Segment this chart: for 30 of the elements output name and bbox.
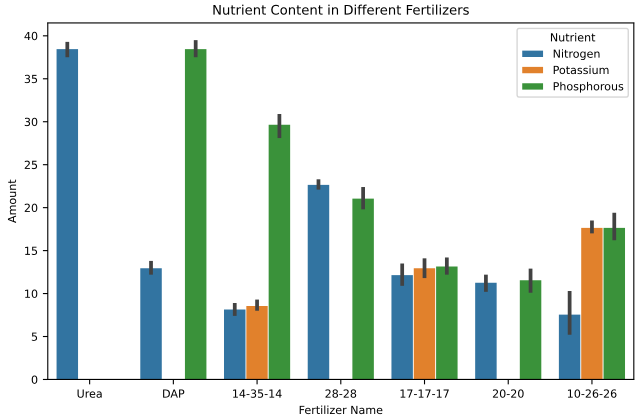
bar <box>56 48 79 380</box>
x-tick-label: 14-35-14 <box>233 389 282 398</box>
legend-label: Nitrogen <box>554 49 600 60</box>
x-tick-label: 17-17-17 <box>400 390 449 398</box>
x-tick-label: Urea <box>78 390 102 398</box>
y-tick-label: 40 <box>24 32 38 40</box>
y-tick-label: 35 <box>24 74 38 84</box>
legend-label: Phosphorous <box>554 82 624 93</box>
y-tick-label: 10 <box>25 290 38 298</box>
bar <box>474 282 498 380</box>
y-tick-label: 20 <box>24 204 38 212</box>
chart-title: Nutrient Content in Different Fertilizers <box>213 4 469 15</box>
y-tick-label: 30 <box>24 118 38 126</box>
x-axis-title: Fertilizer Name <box>300 406 382 414</box>
y-tick-label: 5 <box>32 332 38 341</box>
y-tick-label: 15 <box>25 246 38 255</box>
y-axis-title: Amount <box>8 180 16 223</box>
x-tick-label: 10-26-26 <box>568 389 616 398</box>
y-tick-label: 25 <box>24 160 38 170</box>
x-tick-label: 28-28 <box>325 389 356 398</box>
bar <box>306 184 330 380</box>
legend-label: Potassium <box>554 66 608 74</box>
x-tick-label: DAP <box>163 390 184 398</box>
y-tick-label: 0 <box>32 375 38 384</box>
bar <box>352 198 375 380</box>
bar <box>184 48 208 380</box>
legend-title: Nutrient <box>550 32 596 42</box>
bar <box>139 267 163 380</box>
bar <box>518 279 542 380</box>
x-tick-label: 20-20 <box>492 389 524 398</box>
